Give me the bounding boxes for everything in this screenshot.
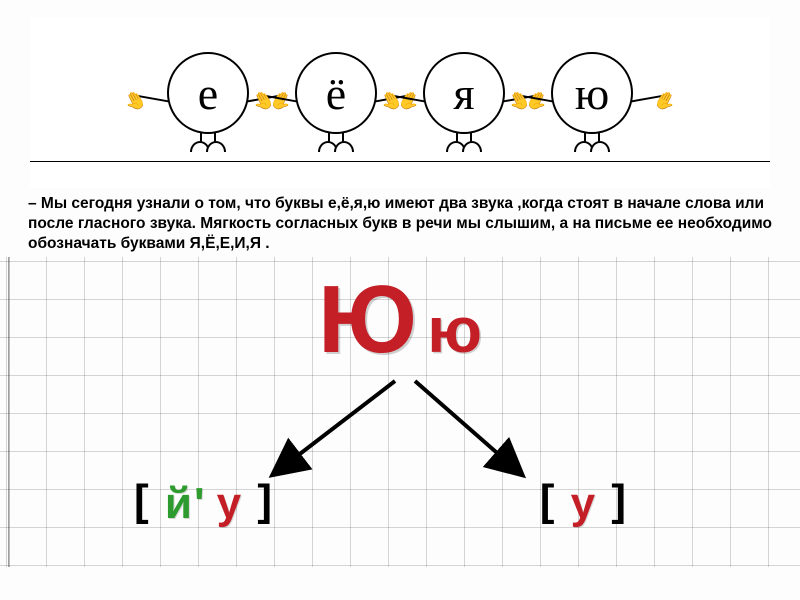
arrow-right-icon (415, 381, 520, 473)
bracket-open: [ (130, 476, 153, 525)
big-letter-upper: Ю (318, 265, 415, 375)
phon-apostrophe: ' (194, 479, 204, 529)
lesson-paragraph: – Мы сегодня узнали о том, что буквы е,ё… (28, 194, 772, 253)
transcription-right: [ у ] (536, 479, 630, 529)
char-1: ✋ ✋ ё (296, 52, 376, 162)
foot-icon (462, 141, 482, 152)
bracket-close: ] (253, 476, 276, 525)
transcription-left: [ й' у ] (130, 479, 276, 529)
bracket-open: [ (536, 476, 559, 525)
char-3: ✋ ✋ ю (552, 52, 632, 162)
char-2: ✋ ✋ я (424, 52, 504, 162)
char-letter: е (167, 52, 249, 134)
phonetic-diagram: Ю ю [ й' у ] [ у ] (0, 257, 800, 567)
big-letter-lower: ю (427, 293, 482, 367)
foot-icon (590, 141, 610, 152)
hand-icon: ✋ (651, 88, 679, 115)
char-letter: ё (295, 52, 377, 134)
phon-segment: у (571, 479, 595, 529)
characters-row: ✋ ✋ е ✋ ✋ ё ✋ ✋ я ✋ ✋ ю (30, 52, 770, 162)
letter-characters-illustration: ✋ ✋ е ✋ ✋ ё ✋ ✋ я ✋ ✋ ю (30, 18, 770, 188)
hand-icon: ✋ (121, 88, 149, 115)
big-letter-pair: Ю ю (0, 265, 800, 375)
bracket-close: ] (607, 476, 630, 525)
char-letter: ю (551, 52, 633, 134)
phon-segment: у (217, 479, 241, 529)
phon-segment: й (165, 479, 192, 529)
arrow-left-icon (275, 381, 395, 473)
foot-icon (334, 141, 354, 152)
char-letter: я (423, 52, 505, 134)
char-0: ✋ ✋ е (168, 52, 248, 162)
foot-icon (206, 141, 226, 152)
